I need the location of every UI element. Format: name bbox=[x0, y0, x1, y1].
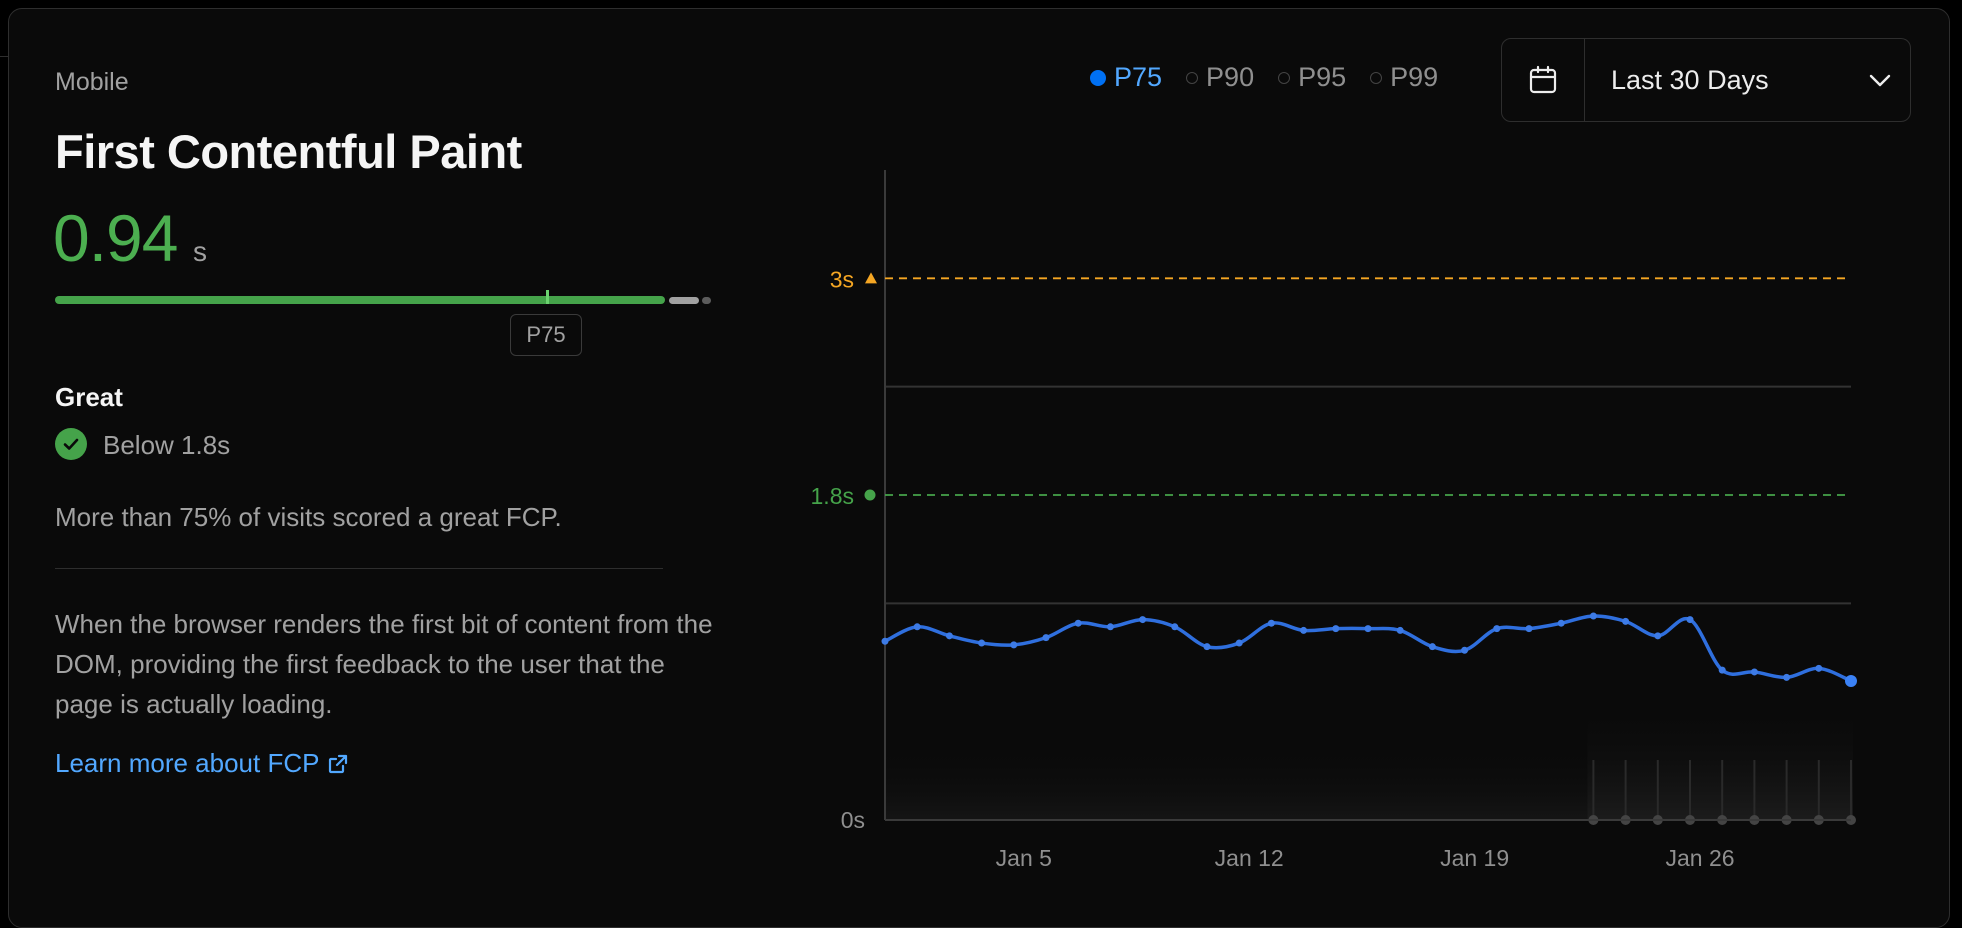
series-point bbox=[1010, 641, 1018, 649]
series-point bbox=[1300, 626, 1308, 634]
external-link-icon bbox=[329, 754, 348, 774]
series-point bbox=[1332, 625, 1340, 633]
legend-item-p75[interactable]: P75 bbox=[1090, 62, 1162, 93]
series-point bbox=[945, 632, 953, 640]
summary-text: More than 75% of visits scored a great F… bbox=[55, 502, 562, 532]
fcp-line-chart: 3s 1.8s 0s Jan 5 Jan 12 Jan 19 Jan 26 bbox=[811, 170, 1857, 871]
series-point bbox=[1686, 616, 1694, 624]
series-point bbox=[913, 623, 921, 631]
legend-dot bbox=[1186, 71, 1199, 84]
y-tick-label: 0s bbox=[841, 807, 865, 833]
sample-fade bbox=[885, 740, 1588, 820]
metric-description: When the browser renders the first bit o… bbox=[55, 609, 713, 719]
series-point bbox=[1718, 666, 1726, 674]
legend-dot bbox=[1090, 69, 1106, 86]
series-point bbox=[1461, 646, 1469, 654]
series-point bbox=[1171, 623, 1179, 631]
legend-label: P99 bbox=[1390, 62, 1439, 92]
x-tick-label: Jan 26 bbox=[1665, 845, 1734, 871]
series-point bbox=[1750, 668, 1758, 676]
threshold-label: 3s bbox=[830, 266, 854, 292]
percentile-legend: P75 P90 P95 P99 bbox=[1090, 62, 1438, 93]
metric-title: First Contentful Paint bbox=[55, 125, 522, 178]
series-point bbox=[1203, 643, 1211, 651]
series-point bbox=[1139, 616, 1147, 624]
series-point bbox=[1622, 617, 1630, 625]
legend-label: P90 bbox=[1206, 62, 1255, 92]
series-point bbox=[1235, 639, 1243, 647]
legend-label: P75 bbox=[1114, 62, 1163, 92]
legend-item-p95[interactable]: P95 bbox=[1278, 62, 1346, 93]
threshold-triangle-marker bbox=[865, 272, 877, 284]
x-tick-label: Jan 19 bbox=[1440, 845, 1509, 871]
legend-dot bbox=[1370, 71, 1383, 84]
score-bar bbox=[55, 290, 711, 304]
score-bar-needs-improvement-segment bbox=[669, 297, 699, 304]
series-point bbox=[1783, 673, 1791, 681]
legend-item-p99[interactable]: P99 bbox=[1370, 62, 1438, 93]
score-bar-good-segment bbox=[55, 296, 665, 304]
series-point bbox=[1815, 664, 1823, 672]
series-point bbox=[1396, 626, 1404, 634]
metric-unit: s bbox=[193, 236, 207, 267]
series-point bbox=[1074, 619, 1082, 627]
threshold-label: 1.8s bbox=[811, 483, 854, 509]
page-edge-line bbox=[0, 0, 14, 57]
x-tick-label: Jan 5 bbox=[996, 845, 1052, 871]
legend-item-p90[interactable]: P90 bbox=[1186, 62, 1254, 93]
series-point bbox=[1493, 625, 1501, 633]
legend-dot bbox=[1278, 71, 1291, 84]
series-point bbox=[1557, 619, 1565, 627]
sample-fade bbox=[1587, 700, 1853, 820]
series-point bbox=[978, 639, 986, 647]
series-point bbox=[881, 637, 889, 645]
series-point bbox=[1589, 612, 1597, 620]
device-label: Mobile bbox=[55, 68, 129, 96]
x-tick-label: Jan 12 bbox=[1215, 845, 1284, 871]
threshold-circle-marker bbox=[864, 489, 876, 501]
rating-label: Great bbox=[55, 382, 123, 412]
series-point bbox=[1042, 634, 1050, 642]
series-point bbox=[1106, 623, 1114, 631]
date-range-label: Last 30 Days bbox=[1611, 64, 1769, 95]
metric-value: 0.94 bbox=[53, 201, 178, 275]
series-point bbox=[1654, 632, 1662, 640]
legend-label: P95 bbox=[1298, 62, 1347, 92]
learn-more-label: Learn more about FCP bbox=[55, 748, 320, 778]
series-point bbox=[1267, 619, 1275, 627]
check-circle-icon bbox=[55, 428, 87, 460]
score-bar-p75-marker bbox=[546, 290, 549, 304]
score-bar-poor-segment bbox=[702, 297, 711, 304]
threshold-text: Below 1.8s bbox=[103, 430, 231, 460]
series-point bbox=[1428, 643, 1436, 651]
date-range-select[interactable]: Last 30 Days bbox=[1501, 38, 1911, 122]
calendar-icon bbox=[1502, 39, 1585, 121]
divider bbox=[55, 568, 663, 569]
series-point-latest bbox=[1845, 674, 1857, 687]
series-point bbox=[1525, 625, 1533, 633]
chevron-down-icon bbox=[1850, 67, 1910, 93]
learn-more-link[interactable]: Learn more about FCP bbox=[55, 748, 349, 779]
percentile-tag: P75 bbox=[510, 314, 582, 356]
series-point bbox=[1364, 625, 1372, 633]
